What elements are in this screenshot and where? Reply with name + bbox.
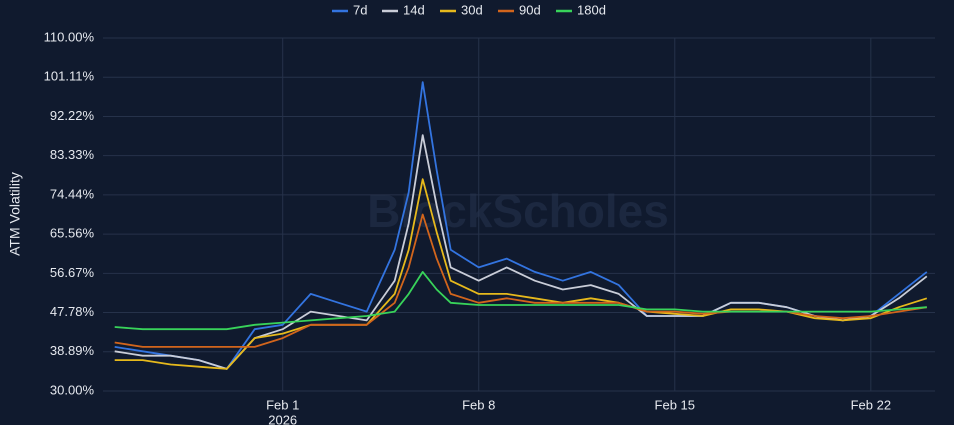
series-line xyxy=(114,271,927,331)
legend-label: 7d xyxy=(353,2,367,17)
legend: 7d 14d 30d 90d 180d xyxy=(332,2,606,17)
legend-label: 180d xyxy=(577,2,606,17)
x-tick-label: Feb 1 xyxy=(266,397,299,412)
legend-label: 90d xyxy=(519,2,541,17)
y-tick-label: 30.00% xyxy=(50,382,95,397)
y-tick-label: 65.56% xyxy=(50,226,95,241)
y-tick-label: 92.22% xyxy=(50,108,95,123)
legend-label: 14d xyxy=(403,2,425,17)
y-tick-label: 56.67% xyxy=(50,265,95,280)
x-tick-sublabel: 2026 xyxy=(268,412,297,425)
series-line xyxy=(114,134,928,370)
y-tick-label: 38.89% xyxy=(50,343,95,358)
x-tick-label: Feb 15 xyxy=(655,397,695,412)
y-tick-label: 47.78% xyxy=(50,304,95,319)
x-tick-label: Feb 8 xyxy=(462,397,495,412)
legend-label: 30d xyxy=(461,2,483,17)
watermark: BlockScholes xyxy=(367,185,669,237)
y-tick-label: 110.00% xyxy=(44,29,95,44)
y-tick-label: 101.11% xyxy=(44,69,95,84)
x-tick-label: Feb 22 xyxy=(851,397,891,412)
y-tick-label: 74.44% xyxy=(50,186,95,201)
y-axis-label: ATM Volatility xyxy=(7,172,23,256)
y-tick-label: 83.33% xyxy=(50,147,95,162)
